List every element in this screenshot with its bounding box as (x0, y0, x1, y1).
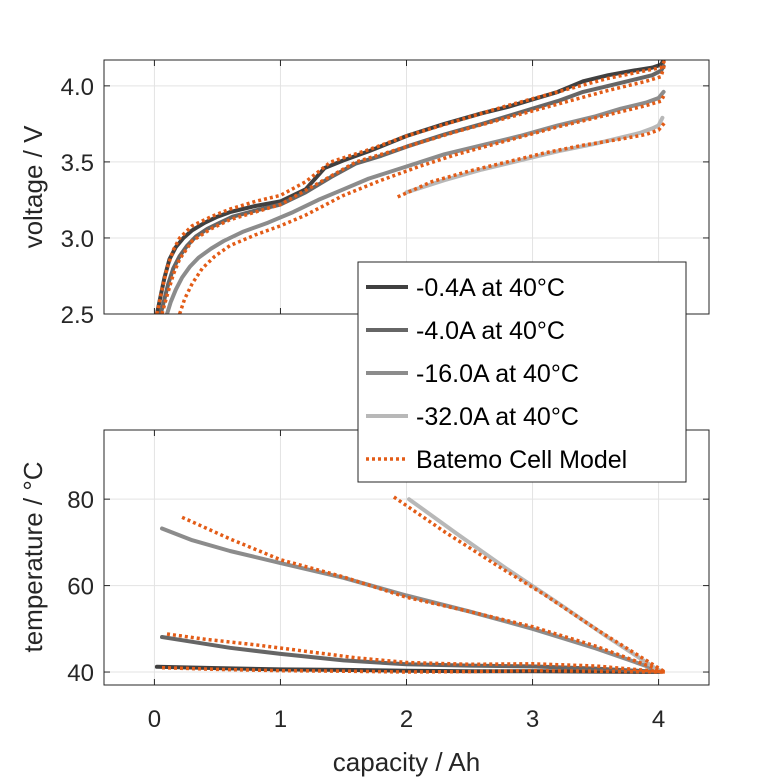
temperature-series-group (154, 495, 666, 674)
legend: -0.4A at 40°C -4.0A at 40°C -16.0A at 40°C… (357, 261, 687, 483)
legend-box (357, 261, 687, 483)
temperature-xtick-label: 2 (400, 706, 413, 733)
temperature-xtick-label: 1 (274, 706, 287, 733)
temperature-ytick-label: 40 (67, 660, 94, 687)
temperature-xlabel: capacity / Ah (333, 747, 480, 777)
temperature-ytick-label: 80 (67, 487, 94, 514)
temperature-ytick-label: 60 (67, 574, 94, 601)
temperature-series-line-measured-1 (160, 635, 664, 674)
temperature-ylabel: temperature / °C (18, 461, 48, 652)
temperature-xtick-label: 0 (148, 706, 161, 733)
legend-label: -4.0A at 40°C (416, 317, 565, 345)
temperature-xtick-label: 3 (526, 706, 539, 733)
temperature-series-line-model-7 (392, 495, 666, 674)
voltage-ytick-label: 4.0 (61, 74, 94, 101)
temperature-xtick-label: 4 (652, 706, 665, 733)
temperature-series-line-measured-0 (154, 664, 664, 674)
voltage-ytick-label: 3.5 (61, 150, 94, 177)
voltage-series-group (154, 60, 667, 314)
voltage-ylabel: voltage / V (18, 125, 48, 249)
legend-label: -32.0A at 40°C (416, 403, 579, 431)
voltage-series-line-measured-0 (154, 60, 666, 314)
legend-label: Batemo Cell Model (416, 446, 627, 474)
legend-label: -0.4A at 40°C (416, 274, 565, 302)
voltage-series-line-model-5 (160, 62, 667, 314)
voltage-ytick-label: 2.5 (61, 302, 94, 329)
temperature-series-line-model-5 (166, 632, 666, 674)
legend-label: -16.0A at 40°C (416, 360, 579, 388)
voltage-series-line-model-4 (155, 60, 667, 314)
voltage-series-line-model-7 (396, 121, 667, 199)
voltage-series-line-model-6 (177, 92, 667, 314)
voltage-ytick-label: 3.0 (61, 226, 94, 253)
voltage-panel: 2.5 3.0 3.5 4.0 voltage / V (18, 59, 710, 329)
